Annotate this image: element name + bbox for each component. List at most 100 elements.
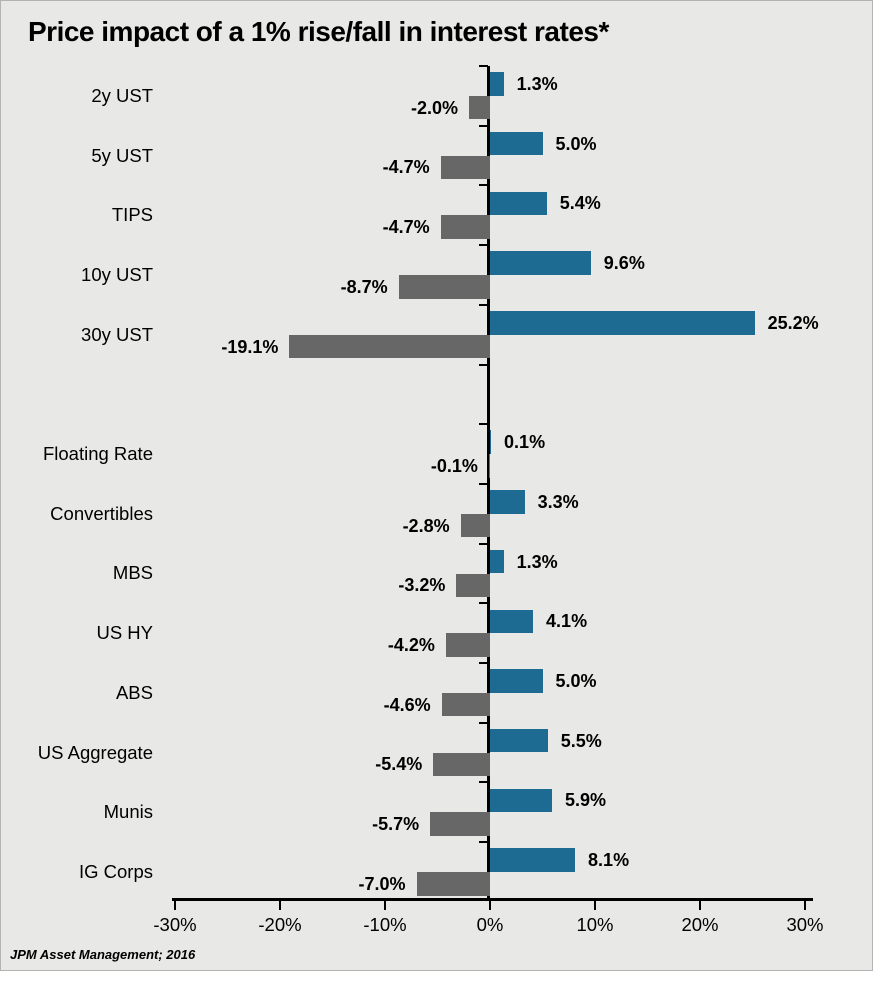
negative-bar xyxy=(440,155,490,180)
y-axis-tick xyxy=(479,482,488,485)
category-label: Munis xyxy=(103,801,153,823)
y-axis-tick xyxy=(479,841,488,844)
y-axis-tick xyxy=(479,781,488,784)
category-label: Convertibles xyxy=(50,502,153,524)
negative-value-label: -0.1% xyxy=(430,455,478,476)
negative-value-label: -4.7% xyxy=(382,157,430,178)
positive-bar xyxy=(490,848,576,872)
positive-value-label: 3.3% xyxy=(537,491,579,512)
positive-value-label: 0.1% xyxy=(504,432,546,453)
positive-value-label: 5.5% xyxy=(560,730,602,751)
y-axis-tick xyxy=(479,542,488,545)
negative-bar xyxy=(456,573,490,598)
x-axis-tick-label: 10% xyxy=(576,914,614,935)
x-axis-tick xyxy=(804,901,806,910)
category-label: 2y UST xyxy=(91,84,153,106)
category-label: Floating Rate xyxy=(42,443,153,465)
negative-bar xyxy=(416,872,490,896)
positive-bar xyxy=(490,251,591,275)
x-axis-tick xyxy=(594,901,596,910)
negative-value-label: -5.4% xyxy=(375,754,423,775)
positive-bar xyxy=(490,669,543,693)
x-axis-tick-label: 0% xyxy=(476,914,504,935)
positive-bar xyxy=(490,788,552,813)
positive-bar xyxy=(490,490,525,514)
category-label: 30y UST xyxy=(81,323,153,345)
positive-bar xyxy=(490,549,504,574)
y-axis-tick xyxy=(479,662,488,664)
y-axis-tick xyxy=(479,363,488,366)
y-axis-tick xyxy=(479,423,488,426)
negative-bar xyxy=(488,454,490,478)
positive-bar xyxy=(490,430,492,454)
negative-bar xyxy=(398,275,490,299)
x-axis-tick xyxy=(699,901,701,910)
x-axis-tick xyxy=(279,901,281,910)
negative-value-label: -3.2% xyxy=(398,575,446,596)
positive-value-label: 5.0% xyxy=(555,133,597,154)
positive-value-label: 5.0% xyxy=(555,671,597,691)
y-axis-tick xyxy=(479,721,488,724)
x-axis-tick-label: -10% xyxy=(363,914,407,935)
x-axis-tick xyxy=(384,901,386,910)
y-axis-tick xyxy=(479,124,488,127)
negative-value-label: -5.7% xyxy=(372,814,420,835)
positive-bar xyxy=(490,311,755,335)
x-axis-tick xyxy=(174,901,176,910)
negative-bar xyxy=(460,513,490,538)
category-label: ABS xyxy=(115,681,153,703)
y-axis-tick xyxy=(479,303,488,306)
negative-bar xyxy=(445,633,490,657)
category-label: US HY xyxy=(96,622,153,644)
negative-value-label: -19.1% xyxy=(221,336,279,357)
category-label: IG Corps xyxy=(78,860,153,882)
negative-value-label: -2.0% xyxy=(410,97,458,118)
negative-bar xyxy=(469,95,490,120)
positive-value-label: 1.3% xyxy=(516,74,558,94)
positive-bar xyxy=(490,728,548,753)
negative-value-label: -4.2% xyxy=(387,635,435,655)
y-axis-tick xyxy=(479,244,488,247)
source-note: JPM Asset Management; 2016 xyxy=(10,947,196,962)
positive-value-label: 5.4% xyxy=(559,193,601,214)
category-label: 5y UST xyxy=(91,144,153,166)
positive-value-label: 8.1% xyxy=(588,850,630,871)
negative-value-label: -4.7% xyxy=(382,217,430,238)
positive-value-label: 9.6% xyxy=(603,253,645,274)
positive-bar xyxy=(490,131,543,156)
positive-value-label: 5.9% xyxy=(564,790,606,811)
y-axis-tick xyxy=(479,184,488,187)
negative-value-label: -2.8% xyxy=(402,515,450,536)
chart-title: Price impact of a 1% rise/fall in intere… xyxy=(28,16,609,47)
negative-value-label: -8.7% xyxy=(340,276,388,297)
negative-bar xyxy=(430,812,490,836)
y-axis-tick xyxy=(479,65,488,67)
negative-value-label: -4.6% xyxy=(383,694,431,715)
x-axis-tick-label: -20% xyxy=(258,914,302,935)
y-axis-tick xyxy=(479,602,488,605)
negative-bar xyxy=(441,692,490,717)
negative-bar xyxy=(440,215,490,239)
y-axis-zero-line xyxy=(487,66,490,901)
category-label: MBS xyxy=(112,562,153,584)
positive-bar xyxy=(490,609,534,634)
x-axis-line xyxy=(172,898,813,901)
x-axis-tick-label: -30% xyxy=(153,914,197,935)
positive-value-label: 4.1% xyxy=(546,611,588,632)
x-axis-tick xyxy=(489,901,491,910)
negative-bar xyxy=(433,752,490,777)
x-axis-tick-label: 30% xyxy=(786,914,824,935)
category-label: TIPS xyxy=(111,204,153,226)
positive-bar xyxy=(490,72,504,96)
positive-value-label: 25.2% xyxy=(767,312,819,333)
category-label: 10y UST xyxy=(81,263,153,285)
positive-value-label: 1.3% xyxy=(516,551,558,572)
negative-value-label: -7.0% xyxy=(358,873,406,894)
category-label: US Aggregate xyxy=(37,741,153,763)
positive-bar xyxy=(490,191,547,216)
x-axis-tick-label: 20% xyxy=(681,914,719,935)
negative-bar xyxy=(289,334,490,359)
